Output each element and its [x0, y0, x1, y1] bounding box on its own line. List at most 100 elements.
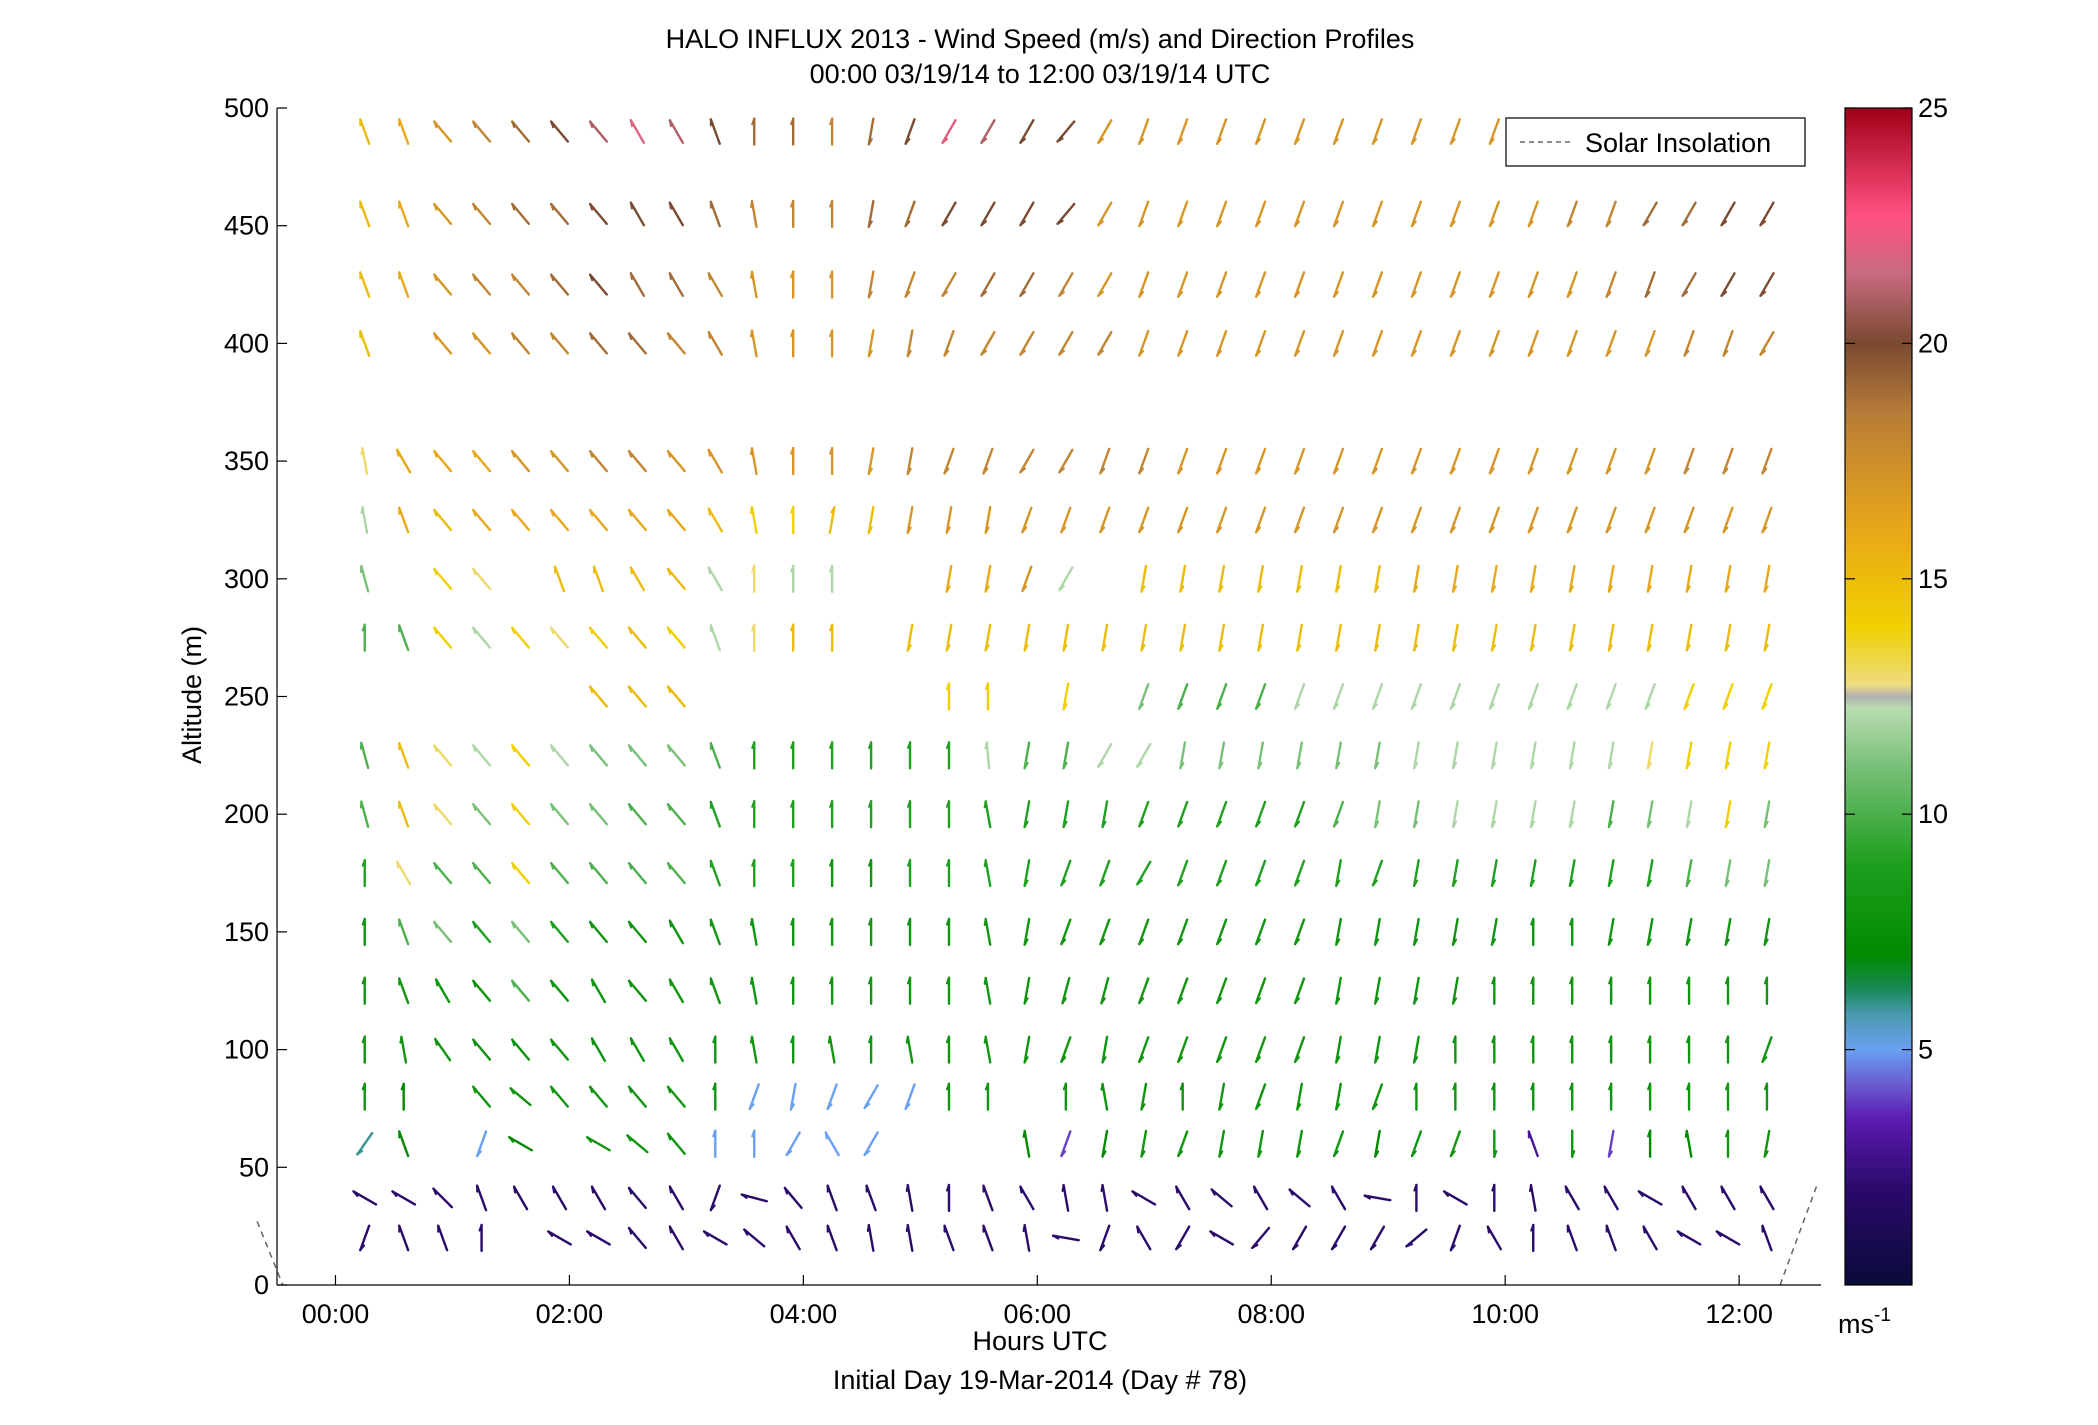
- wind-barb-head: [1294, 997, 1300, 1004]
- wind-barb: [1646, 741, 1654, 770]
- wind-barb: [668, 1185, 685, 1211]
- wind-barb-head: [1724, 938, 1730, 946]
- wind-barb: [1685, 741, 1693, 770]
- x-tick-label: 08:00: [1237, 1299, 1305, 1329]
- wind-barb: [1410, 683, 1423, 710]
- wind-barb-head: [1177, 1150, 1184, 1157]
- wind-barb: [666, 508, 686, 532]
- wind-barb: [984, 859, 992, 888]
- wind-barb-head: [1724, 976, 1730, 985]
- wind-barb-head: [629, 119, 633, 128]
- wind-barb-head: [1491, 1183, 1496, 1192]
- wind-barb: [398, 977, 410, 1005]
- wind-barb-head: [472, 920, 477, 929]
- wind-barb: [1023, 859, 1031, 888]
- wind-barb: [1371, 683, 1384, 710]
- wind-barb: [1218, 623, 1226, 652]
- wind-barb: [433, 202, 453, 226]
- wind-barb: [1138, 800, 1150, 828]
- wind-barb-head: [790, 917, 795, 926]
- wind-barb-head: [1683, 467, 1690, 475]
- wind-barb-head: [1140, 1150, 1146, 1158]
- wind-barb-head: [1685, 820, 1691, 829]
- wind-barb: [1759, 272, 1775, 298]
- wind-barb-head: [790, 117, 795, 126]
- wind-barb-head: [508, 1136, 515, 1143]
- wind-barb-head: [1646, 879, 1652, 887]
- wind-barb: [828, 505, 836, 534]
- wind-barb: [472, 920, 492, 944]
- wind-barb-head: [1060, 526, 1067, 534]
- wind-barb: [1607, 917, 1615, 946]
- wind-barb: [1681, 1185, 1697, 1211]
- wind-barb-head: [1062, 761, 1068, 770]
- wind-barb-head: [906, 467, 912, 475]
- wind-barb-head: [361, 1035, 366, 1044]
- wind-barb: [398, 506, 410, 534]
- wind-barb: [904, 200, 916, 228]
- wind-barb-head: [668, 1185, 672, 1194]
- wind-barb-head: [1681, 1185, 1685, 1194]
- wind-barb-head: [1061, 1184, 1065, 1193]
- wind-barb: [1177, 447, 1189, 475]
- wind-barb-head: [628, 803, 633, 811]
- wind-barb: [1019, 119, 1035, 144]
- wind-barb: [512, 1185, 529, 1211]
- chart-title: HALO INFLUX 2013 - Wind Speed (m/s) and …: [666, 24, 1415, 54]
- wind-barb-head: [1255, 526, 1262, 534]
- wind-barb-head: [1216, 997, 1223, 1004]
- wind-barb-head: [1136, 1225, 1140, 1234]
- wind-barb: [1763, 623, 1771, 652]
- wind-barb: [433, 332, 453, 355]
- wind-barb-head: [1210, 1188, 1216, 1196]
- colorbar: 5 10 15 20 25 ms-1: [1838, 93, 1948, 1339]
- wind-barb: [472, 861, 492, 885]
- wind-barb: [1488, 200, 1500, 228]
- wind-barb: [750, 976, 758, 1005]
- wind-barb-head: [1449, 291, 1456, 298]
- wind-barb: [588, 508, 608, 532]
- wind-barb: [1296, 623, 1304, 652]
- wind-barb-head: [1216, 220, 1223, 228]
- wind-barb: [1252, 1185, 1269, 1211]
- wind-barb-head: [1568, 761, 1574, 770]
- wind-barb-head: [1646, 585, 1652, 593]
- wind-barb: [472, 979, 492, 1002]
- wind-barb-head: [472, 744, 477, 753]
- wind-barb: [1363, 1194, 1392, 1202]
- wind-barb: [549, 449, 570, 473]
- wind-barb: [627, 1085, 647, 1108]
- wind-barb-head: [1296, 644, 1302, 652]
- wind-barb: [549, 861, 570, 885]
- wind-barb-head: [1255, 938, 1262, 946]
- x-axis-ticks: 00:00 02:00 04:00 06:00 08:00 10:00 12:00: [302, 1275, 1773, 1329]
- wind-barb: [1293, 447, 1306, 475]
- y-tick-label: 300: [224, 564, 269, 594]
- wind-barb: [359, 200, 371, 228]
- wind-barb: [1373, 623, 1381, 652]
- wind-barb-head: [1138, 703, 1145, 710]
- wind-barb: [1023, 1129, 1031, 1158]
- plot-area: 0 50 100 150 200 250 300 350 400 450 500 00:00 02:0…: [224, 93, 1821, 1329]
- wind-barb: [1138, 1036, 1150, 1064]
- wind-barb: [1605, 200, 1617, 228]
- wind-barb: [627, 744, 647, 767]
- wind-barb-head: [1062, 820, 1068, 829]
- wind-barb-head: [1410, 703, 1417, 710]
- wind-barb-head: [703, 1230, 709, 1238]
- wind-barb-head: [472, 120, 477, 129]
- wind-barb: [1527, 1130, 1539, 1158]
- wind-barb: [1724, 859, 1732, 888]
- wind-barb: [1257, 1129, 1265, 1158]
- wind-barb-head: [1138, 291, 1145, 298]
- wind-barb: [472, 567, 492, 590]
- wind-barb: [867, 329, 875, 358]
- wind-barb-head: [1294, 879, 1300, 887]
- wind-barb-head: [984, 741, 988, 750]
- wind-barb: [707, 448, 723, 474]
- wind-barb-head: [1529, 820, 1536, 829]
- solar-insolation-line: [256, 1221, 284, 1286]
- wind-barb: [475, 1184, 488, 1212]
- wind-barb-head: [1452, 997, 1458, 1005]
